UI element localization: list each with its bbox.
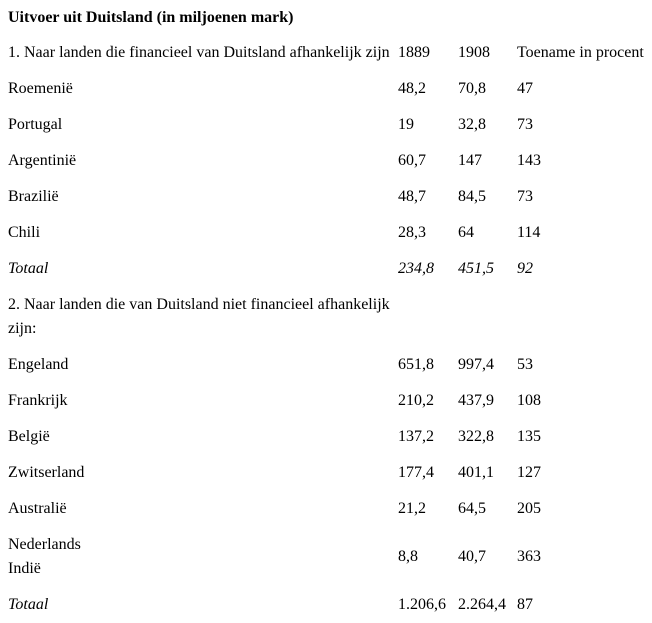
row-label: Roemenië [8,80,73,97]
row-label: België [8,428,50,445]
page-title: Uitvoer uit Duitsland (in miljoenen mark… [8,9,294,26]
row-label: Portugal [8,116,63,133]
row-label: 2. Naar landen die van Duitsland niet fi… [8,296,390,337]
row-value: 48,7 [398,188,426,205]
table-row: België 137,2 322,8 135 [8,419,644,455]
row-value: 73 [517,188,533,205]
export-table-body: 1. Naar landen die financieel van Duitsl… [8,35,644,623]
row-value: 234,8 [398,260,434,277]
section-header-row: 2. Naar landen die van Duitsland niet fi… [8,287,644,347]
row-value: 651,8 [398,356,434,373]
row-label: Australië [8,500,67,517]
table-row: Roemenië 48,2 70,8 47 [8,71,644,107]
row-value: 401,1 [458,464,494,481]
row-value: 60,7 [398,152,426,169]
row-value: 205 [517,500,541,517]
table-row: Zwitserland 177,4 401,1 127 [8,455,644,491]
row-value: 210,2 [398,392,434,409]
row-value: 1889 [398,44,430,61]
row-value: 48,2 [398,80,426,97]
row-value: 1.206,6 [398,596,446,613]
row-label: Frankrijk [8,392,68,409]
row-value: 19 [398,116,414,133]
row-value: 997,4 [458,356,494,373]
total-row: Totaal 1.206,6 2.264,4 87 [8,587,644,623]
row-value: 70,8 [458,80,486,97]
row-value [398,287,458,347]
row-value: 64,5 [458,500,486,517]
row-value: 127 [517,464,541,481]
table-row: Nederlands Indië 8,8 40,7 363 [8,527,644,587]
row-value: 135 [517,428,541,445]
row-value: 114 [517,224,541,241]
table-row: Argentinië 60,7 147 143 [8,143,644,179]
row-label: Argentinië [8,152,77,169]
row-label: Zwitserland [8,464,85,481]
export-table: 1. Naar landen die financieel van Duitsl… [8,35,644,623]
row-value: 64 [458,224,474,241]
row-value: 363 [517,548,541,565]
table-row: Frankrijk 210,2 437,9 108 [8,383,644,419]
row-value: 143 [517,152,541,169]
row-value [458,287,517,347]
row-value: 451,5 [458,260,494,277]
table-row: Portugal 19 32,8 73 [8,107,644,143]
row-value: 8,8 [398,548,418,565]
row-value: 437,9 [458,392,494,409]
row-value: 177,4 [398,464,434,481]
row-value: 147 [458,152,482,169]
row-label: Totaal [8,596,49,613]
row-value: Toename in procent [517,44,644,61]
table-header-row: 1. Naar landen die financieel van Duitsl… [8,35,644,71]
row-value: 108 [517,392,541,409]
row-value: 84,5 [458,188,486,205]
table-row: Brazilië 48,7 84,5 73 [8,179,644,215]
row-value: 322,8 [458,428,494,445]
row-value: 47 [517,80,533,97]
row-value: 21,2 [398,500,426,517]
row-value [517,287,644,347]
row-value: 137,2 [398,428,434,445]
table-row: Engeland 651,8 997,4 53 [8,347,644,383]
row-value: 2.264,4 [458,596,506,613]
row-label: Chili [8,224,41,241]
row-value: 1908 [458,44,490,61]
row-value: 32,8 [458,116,486,133]
row-label: Brazilië [8,188,59,205]
row-value: 92 [517,260,533,277]
row-label: Nederlands Indië [8,536,81,577]
row-value: 73 [517,116,533,133]
row-label: 1. Naar landen die financieel van Duitsl… [8,44,390,61]
table-row: Australië 21,2 64,5 205 [8,491,644,527]
row-value: 53 [517,356,533,373]
row-label: Totaal [8,260,49,277]
row-value: 28,3 [398,224,426,241]
row-value: 87 [517,596,533,613]
row-value: 40,7 [458,548,486,565]
row-label: Engeland [8,356,69,373]
table-row: Chili 28,3 64 114 [8,215,644,251]
total-row: Totaal 234,8 451,5 92 [8,251,644,287]
